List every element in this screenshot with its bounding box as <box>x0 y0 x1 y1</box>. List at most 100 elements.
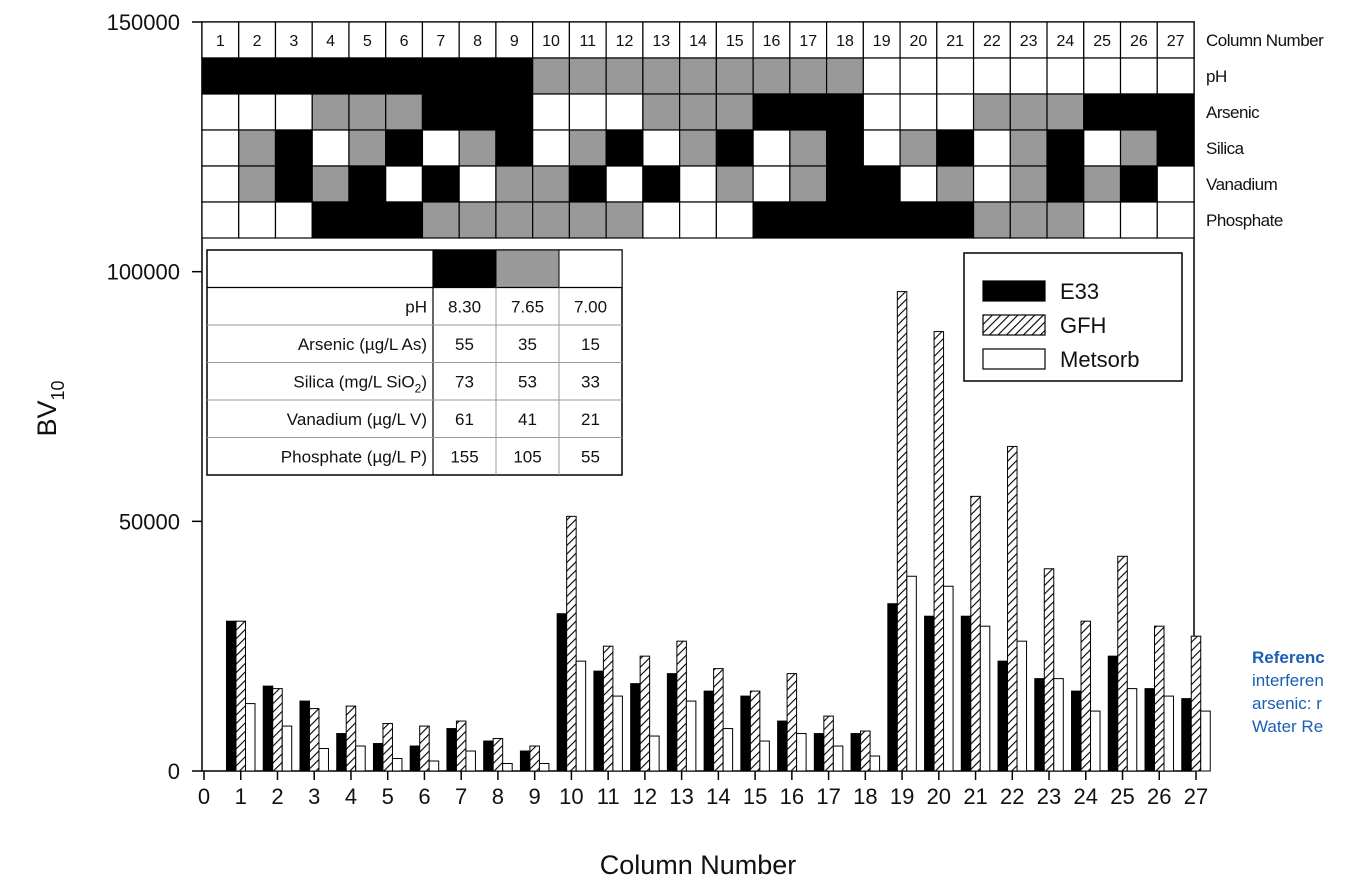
matrix-cell-ph-3 <box>274 57 313 95</box>
matrix-row-label: Column Number <box>1206 31 1324 50</box>
bar-e33-col-3 <box>299 700 310 772</box>
matrix-cell-arsenic-19 <box>862 93 901 131</box>
x-tick-label: 13 <box>669 784 693 809</box>
bar-gfh-col-9 <box>529 745 540 772</box>
matrix-cell-vanadium-3 <box>274 165 313 203</box>
table-value: 73 <box>455 372 474 391</box>
y-axis-title-subscript: 10 <box>48 380 68 400</box>
bar-metsorb-col-2 <box>281 725 293 772</box>
matrix-row-label: Vanadium <box>1206 175 1278 194</box>
table-value: 105 <box>513 447 541 466</box>
matrix-cell-vanadium-2 <box>238 165 277 203</box>
x-tick-label: 12 <box>633 784 657 809</box>
bar-metsorb-col-1 <box>244 703 256 772</box>
table-value: 7.00 <box>574 297 607 316</box>
matrix-cell-silica-17 <box>789 129 828 167</box>
x-tick-label: 23 <box>1037 784 1061 809</box>
table-level-swatch <box>495 249 560 288</box>
legend-label-gfh: GFH <box>1060 313 1106 338</box>
bar-gfh-col-11 <box>602 645 614 772</box>
x-tick-label: 9 <box>529 784 541 809</box>
matrix-cell-vanadium-12 <box>605 165 644 203</box>
matrix-cell-ph-6 <box>385 57 424 95</box>
matrix-cell-phosphate-8 <box>458 201 497 239</box>
matrix-cell-ph-16 <box>752 57 791 95</box>
bar-e33-col-8 <box>483 740 494 772</box>
y-tick-label: 100000 <box>107 260 180 285</box>
table-value: 155 <box>450 447 478 466</box>
matrix-cell-phosphate-13 <box>642 201 681 239</box>
bar-gfh-col-12 <box>639 655 651 772</box>
reference-line-2: interferen <box>1252 671 1324 690</box>
matrix-cell-silica-11 <box>568 129 607 167</box>
bar-e33-col-2 <box>262 685 274 772</box>
matrix-cell-silica-26 <box>1119 129 1158 167</box>
bar-gfh-col-19 <box>896 291 908 772</box>
matrix-cell-phosphate-5 <box>348 201 387 239</box>
table-row-label: pH <box>405 297 427 316</box>
matrix-cell-arsenic-27 <box>1156 93 1195 131</box>
table-value: 7.65 <box>511 297 544 316</box>
matrix-cell-phosphate-17 <box>789 201 828 239</box>
matrix-cell-vanadium-4 <box>311 165 350 203</box>
matrix-cell-phosphate-26 <box>1119 201 1158 239</box>
matrix-header-cell <box>532 21 571 59</box>
matrix-cell-silica-25 <box>1083 129 1122 167</box>
table-value: 61 <box>455 410 474 429</box>
matrix-cell-ph-21 <box>936 57 975 95</box>
legend-swatch-e33 <box>982 280 1046 302</box>
x-tick-label: 1 <box>235 784 247 809</box>
matrix-cell-phosphate-22 <box>972 201 1011 239</box>
matrix-cell-ph-7 <box>421 57 460 95</box>
matrix-cell-vanadium-15 <box>715 165 754 203</box>
x-tick-label: 15 <box>743 784 767 809</box>
matrix-cell-vanadium-22 <box>972 165 1011 203</box>
bar-e33-col-26 <box>1144 688 1156 772</box>
matrix-header-cell <box>238 21 277 59</box>
matrix-cell-phosphate-11 <box>568 201 607 239</box>
matrix-cell-arsenic-3 <box>274 93 313 131</box>
matrix-column-number: 22 <box>983 33 1001 50</box>
bar-metsorb-col-26 <box>1163 695 1175 772</box>
bar-metsorb-col-24 <box>1090 710 1101 772</box>
table-level-swatch <box>558 249 623 288</box>
matrix-column-number: 11 <box>579 33 596 50</box>
matrix-cell-vanadium-14 <box>679 165 717 203</box>
bar-gfh-col-27 <box>1190 635 1202 772</box>
bar-e33-col-18 <box>850 733 862 772</box>
bar-gfh-col-6 <box>419 725 430 772</box>
x-tick-label: 14 <box>706 784 730 809</box>
x-tick-label: 22 <box>1000 784 1024 809</box>
bar-metsorb-col-17 <box>832 745 844 772</box>
bar-gfh-col-2 <box>272 688 283 772</box>
x-tick-label: 18 <box>853 784 877 809</box>
matrix-cell-ph-18 <box>825 57 864 95</box>
x-tick-label: 0 <box>198 784 210 809</box>
bar-e33-col-22 <box>997 660 1009 772</box>
x-tick-label: 19 <box>890 784 914 809</box>
matrix-cell-phosphate-23 <box>1009 201 1048 239</box>
matrix-cell-vanadium-1 <box>201 165 240 203</box>
matrix-cell-arsenic-21 <box>936 93 975 131</box>
matrix-row-label: Arsenic <box>1206 103 1260 122</box>
matrix-cell-ph-4 <box>311 57 350 95</box>
bar-gfh-col-16 <box>786 673 798 772</box>
matrix-column-number: 15 <box>726 33 744 50</box>
matrix-cell-silica-16 <box>752 129 791 167</box>
y-tick-label: 150000 <box>107 10 180 35</box>
matrix-header-cell <box>421 21 460 59</box>
x-tick-label: 21 <box>963 784 987 809</box>
matrix-column-number: 5 <box>363 33 372 50</box>
bar-gfh-col-15 <box>749 690 761 772</box>
matrix-cell-ph-24 <box>1046 57 1085 95</box>
matrix-cell-vanadium-10 <box>532 165 571 203</box>
matrix-column-number: 27 <box>1167 33 1185 50</box>
matrix-cell-silica-5 <box>348 129 387 167</box>
matrix-header-cell <box>642 21 681 59</box>
x-tick-label: 25 <box>1110 784 1134 809</box>
x-tick-label: 7 <box>455 784 467 809</box>
matrix-cell-vanadium-17 <box>789 165 828 203</box>
matrix-cell-vanadium-19 <box>862 165 901 203</box>
matrix-column-number: 26 <box>1130 33 1148 50</box>
